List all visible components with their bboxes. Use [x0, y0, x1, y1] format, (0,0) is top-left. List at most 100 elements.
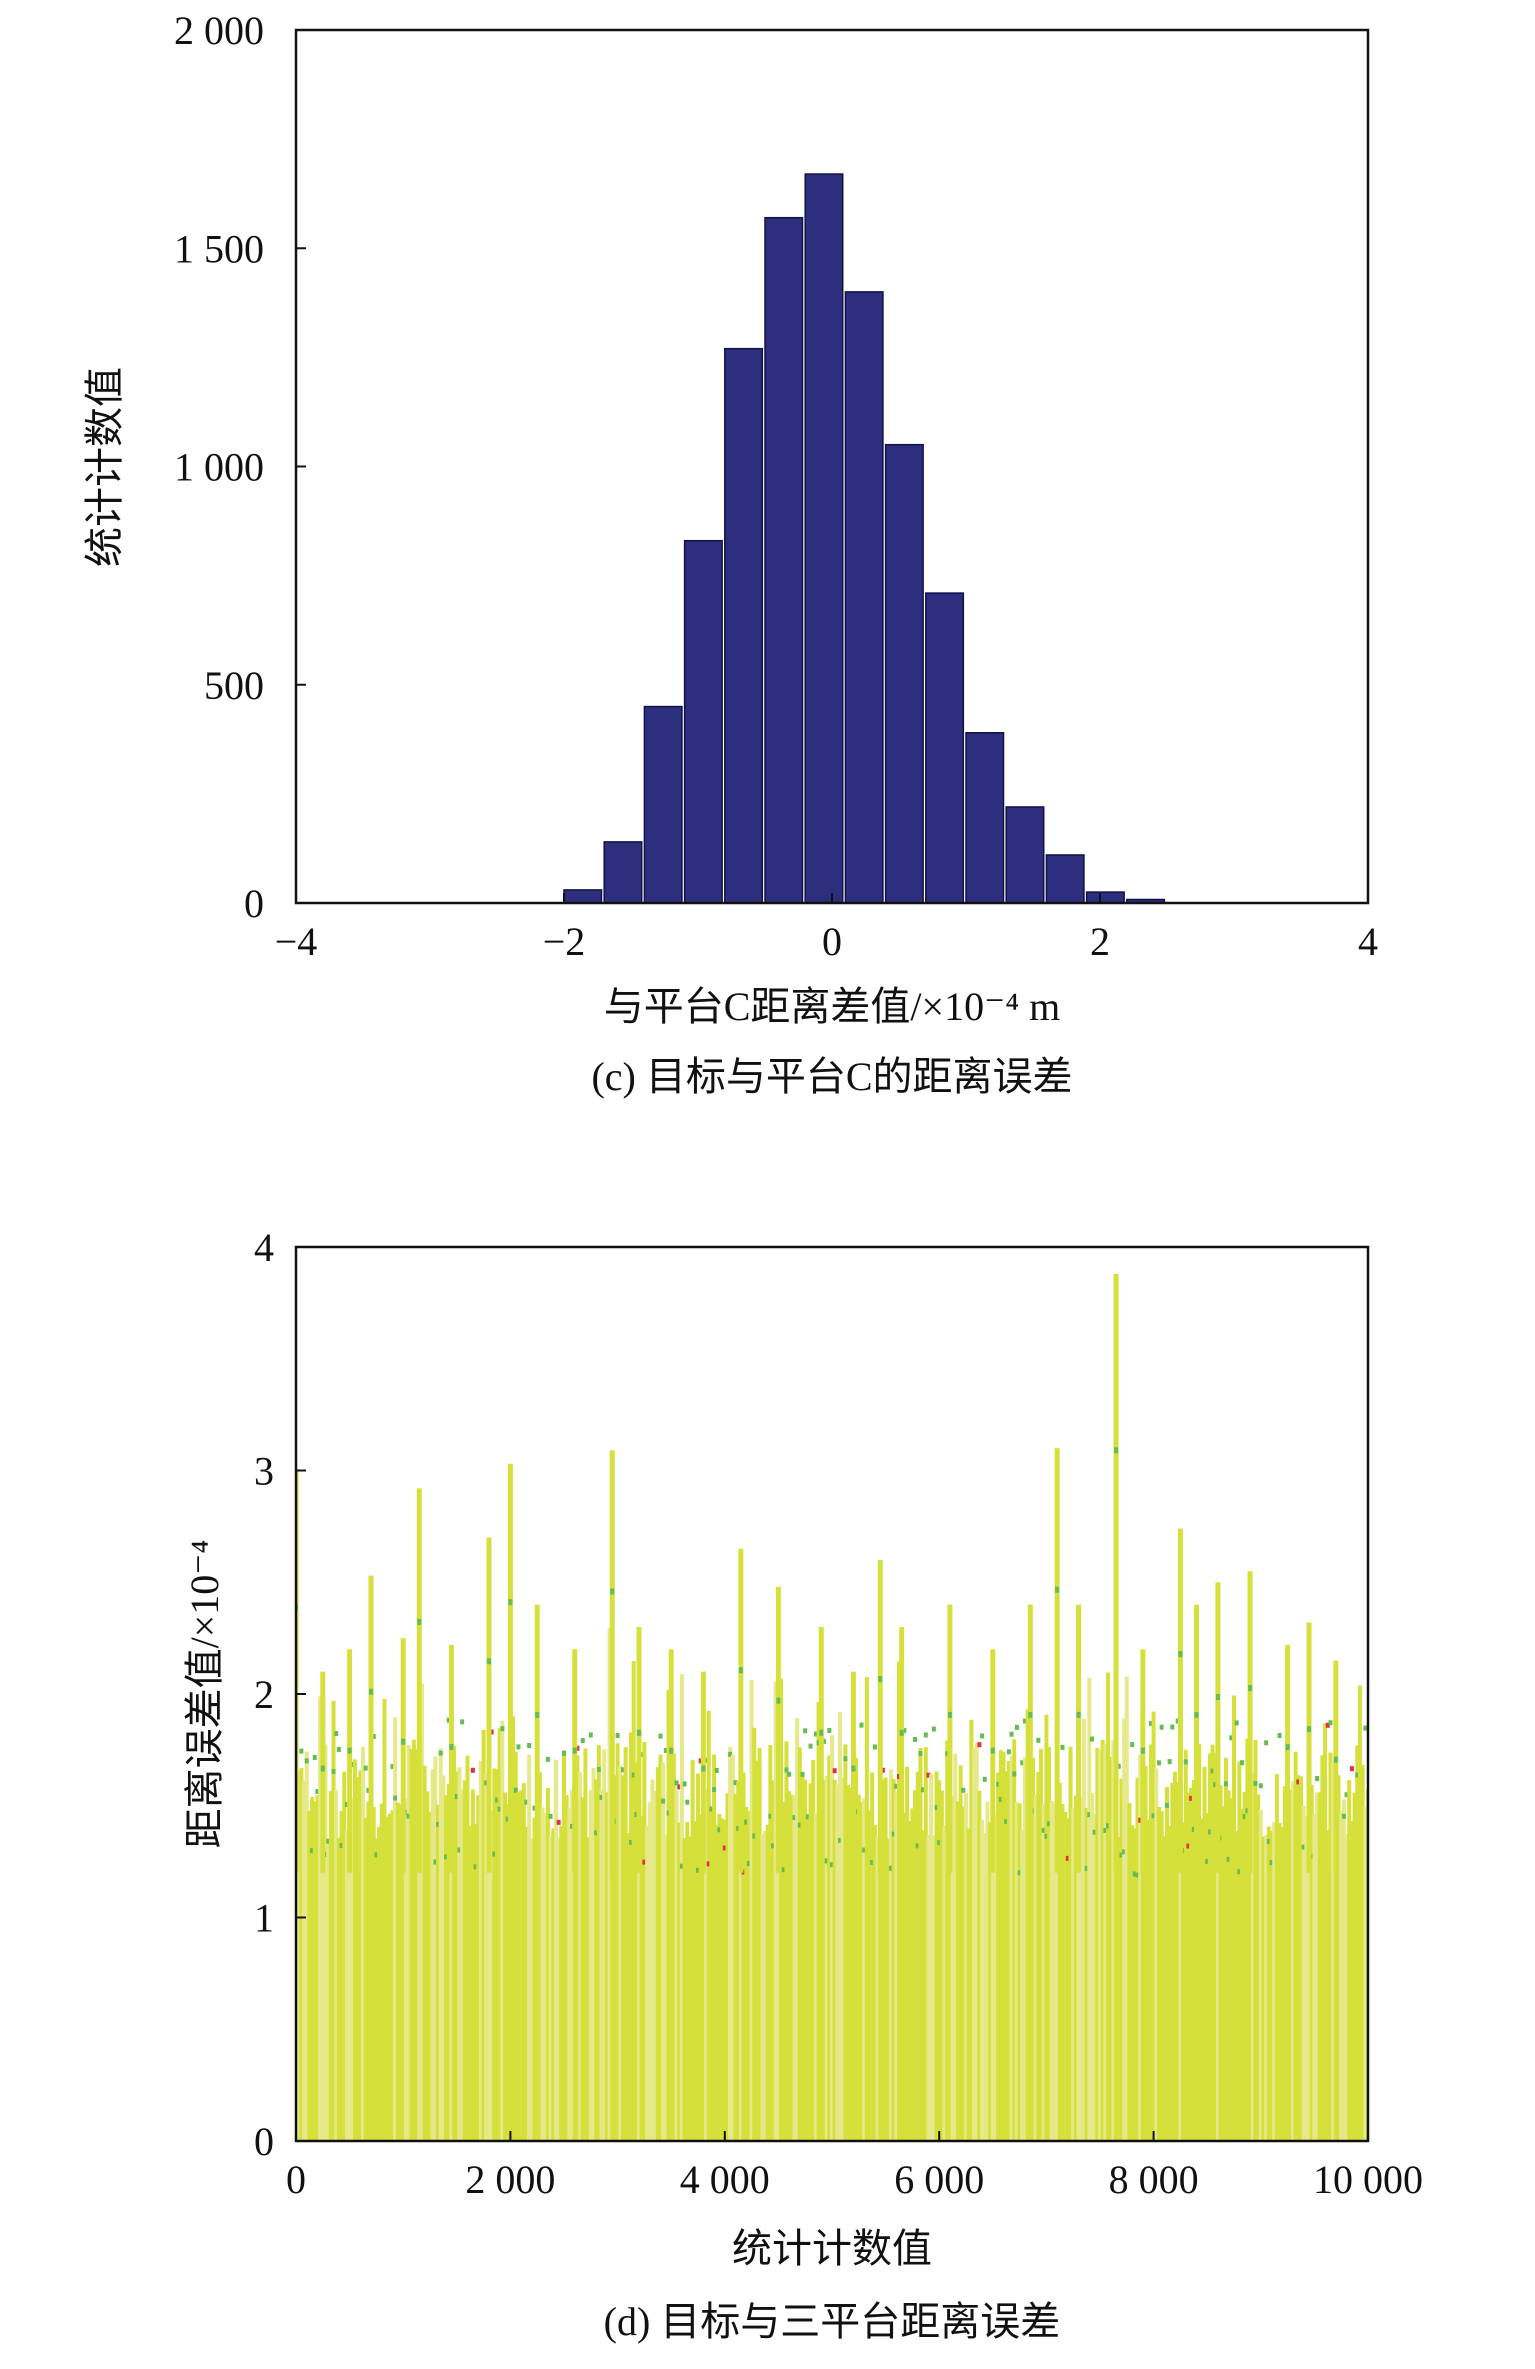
histogram-x-tick-label: 2 — [1090, 919, 1110, 964]
scatter-point — [363, 1765, 368, 1771]
scatter-y-tick-label: 3 — [254, 1449, 274, 1494]
scatter-point — [489, 1729, 494, 1735]
histogram-bar — [1045, 854, 1085, 904]
scatter-point — [741, 1869, 746, 1875]
scatter-point — [1151, 1813, 1156, 1819]
scatter-point — [1106, 1823, 1111, 1829]
scatter-point — [982, 1776, 987, 1782]
scatter-point — [1229, 1735, 1234, 1741]
scatter-y-tick-label: 0 — [254, 2119, 274, 2164]
scatter-point — [1114, 1447, 1119, 1454]
scatter-point — [334, 1731, 339, 1737]
scatter-point — [915, 1843, 920, 1849]
scatter-point — [417, 1618, 422, 1625]
scatter-point — [996, 1781, 1001, 1787]
scatter-point — [891, 1831, 896, 1837]
scatter-point — [1186, 1843, 1191, 1849]
scatter-point — [679, 1863, 684, 1869]
scatter-point — [819, 1729, 824, 1736]
scatter-point — [1092, 1829, 1097, 1835]
scatter-point — [1047, 1821, 1052, 1827]
scatter-point — [1215, 1694, 1220, 1700]
histogram-bar — [844, 291, 884, 904]
scatter-point — [813, 1731, 818, 1737]
scatter-point — [980, 1733, 985, 1739]
scatter-point — [1006, 1749, 1011, 1755]
scatter-point — [331, 1768, 336, 1774]
scatter-point — [323, 1852, 328, 1858]
scatter-point — [535, 1711, 540, 1718]
scatter-point — [315, 1788, 320, 1794]
scatter-point — [433, 1859, 438, 1865]
scatter-point — [1089, 1736, 1094, 1742]
scatter-point — [902, 1728, 907, 1734]
scatter-point — [872, 1744, 877, 1750]
scatter-point — [1301, 1844, 1306, 1850]
scatter-point — [1218, 1835, 1223, 1841]
histogram-y-tick-label: 500 — [204, 663, 264, 708]
scatter-point — [492, 1851, 497, 1857]
scatter-point — [1044, 1833, 1049, 1839]
histogram-x-tick-label: −2 — [543, 919, 586, 964]
scatter-point — [880, 1767, 885, 1773]
histogram-bar — [1005, 806, 1045, 904]
scatter-point — [838, 1837, 843, 1843]
scatter-point — [615, 1732, 620, 1738]
scatter-point — [575, 1745, 580, 1751]
scatter-point — [350, 1761, 355, 1767]
scatter-point — [934, 1805, 939, 1811]
scatter-point — [830, 1862, 834, 1868]
scatter-point — [1055, 1586, 1060, 1593]
scatter-point — [990, 1747, 995, 1754]
scatter-point — [446, 1717, 451, 1723]
scatter-x-tick-label: 6 000 — [894, 2157, 984, 2202]
scatter-point — [1175, 1718, 1180, 1724]
scatter-point — [588, 1732, 593, 1738]
scatter-ticks: 0 2 000 4 000 6 000 8 000 10 000 0 1 2 3 4 — [254, 1225, 1423, 2202]
scatter-point — [669, 1747, 674, 1754]
scatter-point — [401, 1738, 406, 1745]
scatter-point — [403, 1809, 408, 1815]
scatter-point — [505, 1816, 510, 1822]
histogram-bar — [884, 443, 924, 904]
scatter-point — [736, 1825, 741, 1831]
scatter-point — [744, 1819, 749, 1825]
scatter-point — [457, 1847, 462, 1853]
scatter-point — [854, 1809, 859, 1815]
histogram-caption: (c) 目标与平台C的距离误差 — [591, 1054, 1072, 1099]
scatter-point — [454, 1793, 459, 1799]
histogram-ticks: −4 −2 0 2 4 0 500 1 000 1 500 2 000 — [174, 8, 1378, 964]
scatter-point — [771, 1843, 776, 1849]
scatter-point — [1237, 1869, 1242, 1875]
scatter-point — [1210, 1768, 1215, 1774]
scatter-point — [1004, 1819, 1009, 1825]
scatter-point — [704, 1757, 709, 1763]
scatter-point — [1159, 1724, 1164, 1730]
scatter-point — [1065, 1855, 1070, 1861]
scatter-point — [500, 1726, 505, 1732]
histogram-bar — [925, 592, 965, 904]
scatter-point — [393, 1795, 398, 1801]
scatter-point — [580, 1738, 585, 1744]
scatter-point — [1165, 1802, 1169, 1808]
histogram-bar — [683, 539, 723, 904]
scatter-point — [1355, 1772, 1360, 1778]
scatter-point — [1135, 1872, 1140, 1878]
scatter-point — [599, 1794, 604, 1800]
scatter-point — [797, 1822, 802, 1828]
scatter-point — [832, 1768, 837, 1774]
scatter-point — [674, 1780, 679, 1786]
scatter-point — [1041, 1827, 1046, 1833]
scatter-point — [923, 1732, 928, 1738]
scatter-point — [1341, 1813, 1346, 1819]
scatter-point — [859, 1722, 864, 1728]
scatter-point — [1148, 1720, 1153, 1726]
scatter-point — [513, 1787, 518, 1793]
scatter-point — [800, 1771, 805, 1777]
histogram-chart: −4 −2 0 2 4 0 500 1 000 1 500 2 000 统计计数值 与平台C距离差… — [82, 8, 1378, 1099]
scatter-point — [728, 1751, 733, 1757]
scatter-point — [1116, 1763, 1121, 1769]
scatter-x-tick-label: 0 — [286, 2157, 306, 2202]
scatter-point — [1242, 1814, 1247, 1820]
scatter-point — [1296, 1779, 1301, 1785]
